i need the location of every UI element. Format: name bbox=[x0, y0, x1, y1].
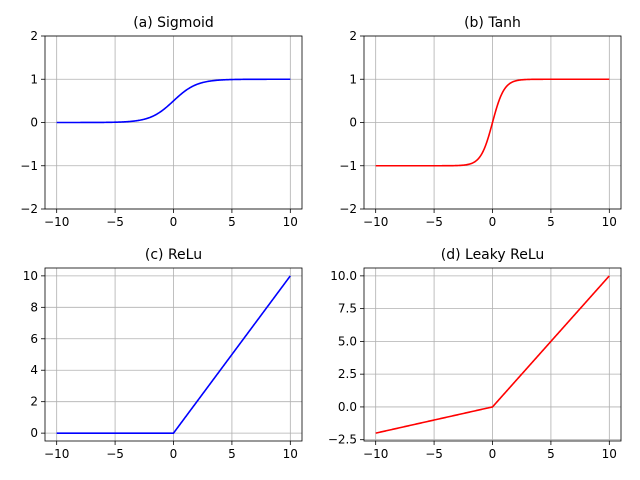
y-tick-label: 8 bbox=[30, 300, 38, 314]
chart-title: (b) Tanh bbox=[464, 15, 521, 31]
y-tick-label: 0.0 bbox=[338, 400, 357, 414]
x-tick-label: 10 bbox=[283, 215, 298, 229]
y-tick-label: 4 bbox=[30, 363, 38, 377]
y-tick-label: 0 bbox=[30, 426, 38, 440]
y-tick-label: 5.0 bbox=[338, 334, 357, 348]
series-line-sigmoid bbox=[56, 78, 291, 124]
x-tick-label: −10 bbox=[363, 447, 388, 461]
y-tick-label: −2.5 bbox=[328, 433, 357, 447]
y-tick-label: −1 bbox=[20, 159, 38, 173]
x-tick-label: 10 bbox=[283, 447, 298, 461]
chart-title: (a) Sigmoid bbox=[133, 15, 214, 31]
x-tick-label: 5 bbox=[547, 215, 555, 229]
y-tick-label: 1 bbox=[349, 72, 357, 86]
series-line-tanh bbox=[375, 78, 610, 167]
series-line-leaky-relu bbox=[375, 275, 610, 434]
y-tick-label: 7.5 bbox=[338, 302, 357, 316]
y-tick-label: 2 bbox=[30, 29, 38, 43]
x-tick-label: −5 bbox=[106, 447, 124, 461]
y-tick-label: 2.5 bbox=[338, 367, 357, 381]
y-tick-label: −1 bbox=[339, 159, 357, 173]
x-tick-label: −5 bbox=[425, 447, 443, 461]
x-tick-label: 10 bbox=[602, 447, 617, 461]
chart-panel-leaky-relu: −10 −5 0 5 10 −2.5 0.0 2.5 5.0 7.5 10.0 (d) Leaky R… bbox=[328, 247, 622, 461]
x-tick-label: 10 bbox=[602, 215, 617, 229]
x-tick-label: 0 bbox=[170, 215, 178, 229]
x-tick-label: −10 bbox=[363, 215, 388, 229]
chart-panel-relu: −10 −5 0 5 10 0 2 4 6 8 10 (c) ReLu bbox=[23, 247, 303, 461]
y-tick-label: 1 bbox=[30, 72, 38, 86]
x-tick-label: 5 bbox=[228, 215, 236, 229]
y-tick-label: −2 bbox=[20, 202, 38, 216]
y-tick-label: 10 bbox=[23, 269, 38, 283]
y-tick-label: 0 bbox=[349, 116, 357, 130]
x-tick-label: −5 bbox=[106, 215, 124, 229]
x-tick-label: −5 bbox=[425, 215, 443, 229]
y-tick-label: 2 bbox=[349, 29, 357, 43]
x-tick-label: 0 bbox=[170, 447, 178, 461]
y-tick-label: −2 bbox=[339, 202, 357, 216]
y-tick-label: 10.0 bbox=[330, 269, 357, 283]
x-tick-label: 5 bbox=[547, 447, 555, 461]
chart-title: (c) ReLu bbox=[145, 247, 202, 263]
x-tick-label: −10 bbox=[44, 447, 69, 461]
x-tick-label: −10 bbox=[44, 215, 69, 229]
y-tick-label: 2 bbox=[30, 395, 38, 409]
y-tick-label: 6 bbox=[30, 332, 38, 346]
series-line-relu bbox=[56, 275, 291, 434]
x-tick-label: 0 bbox=[489, 447, 497, 461]
x-tick-label: 5 bbox=[228, 447, 236, 461]
x-tick-label: 0 bbox=[489, 215, 497, 229]
y-tick-label: 0 bbox=[30, 116, 38, 130]
chart-title: (d) Leaky ReLu bbox=[441, 247, 545, 263]
